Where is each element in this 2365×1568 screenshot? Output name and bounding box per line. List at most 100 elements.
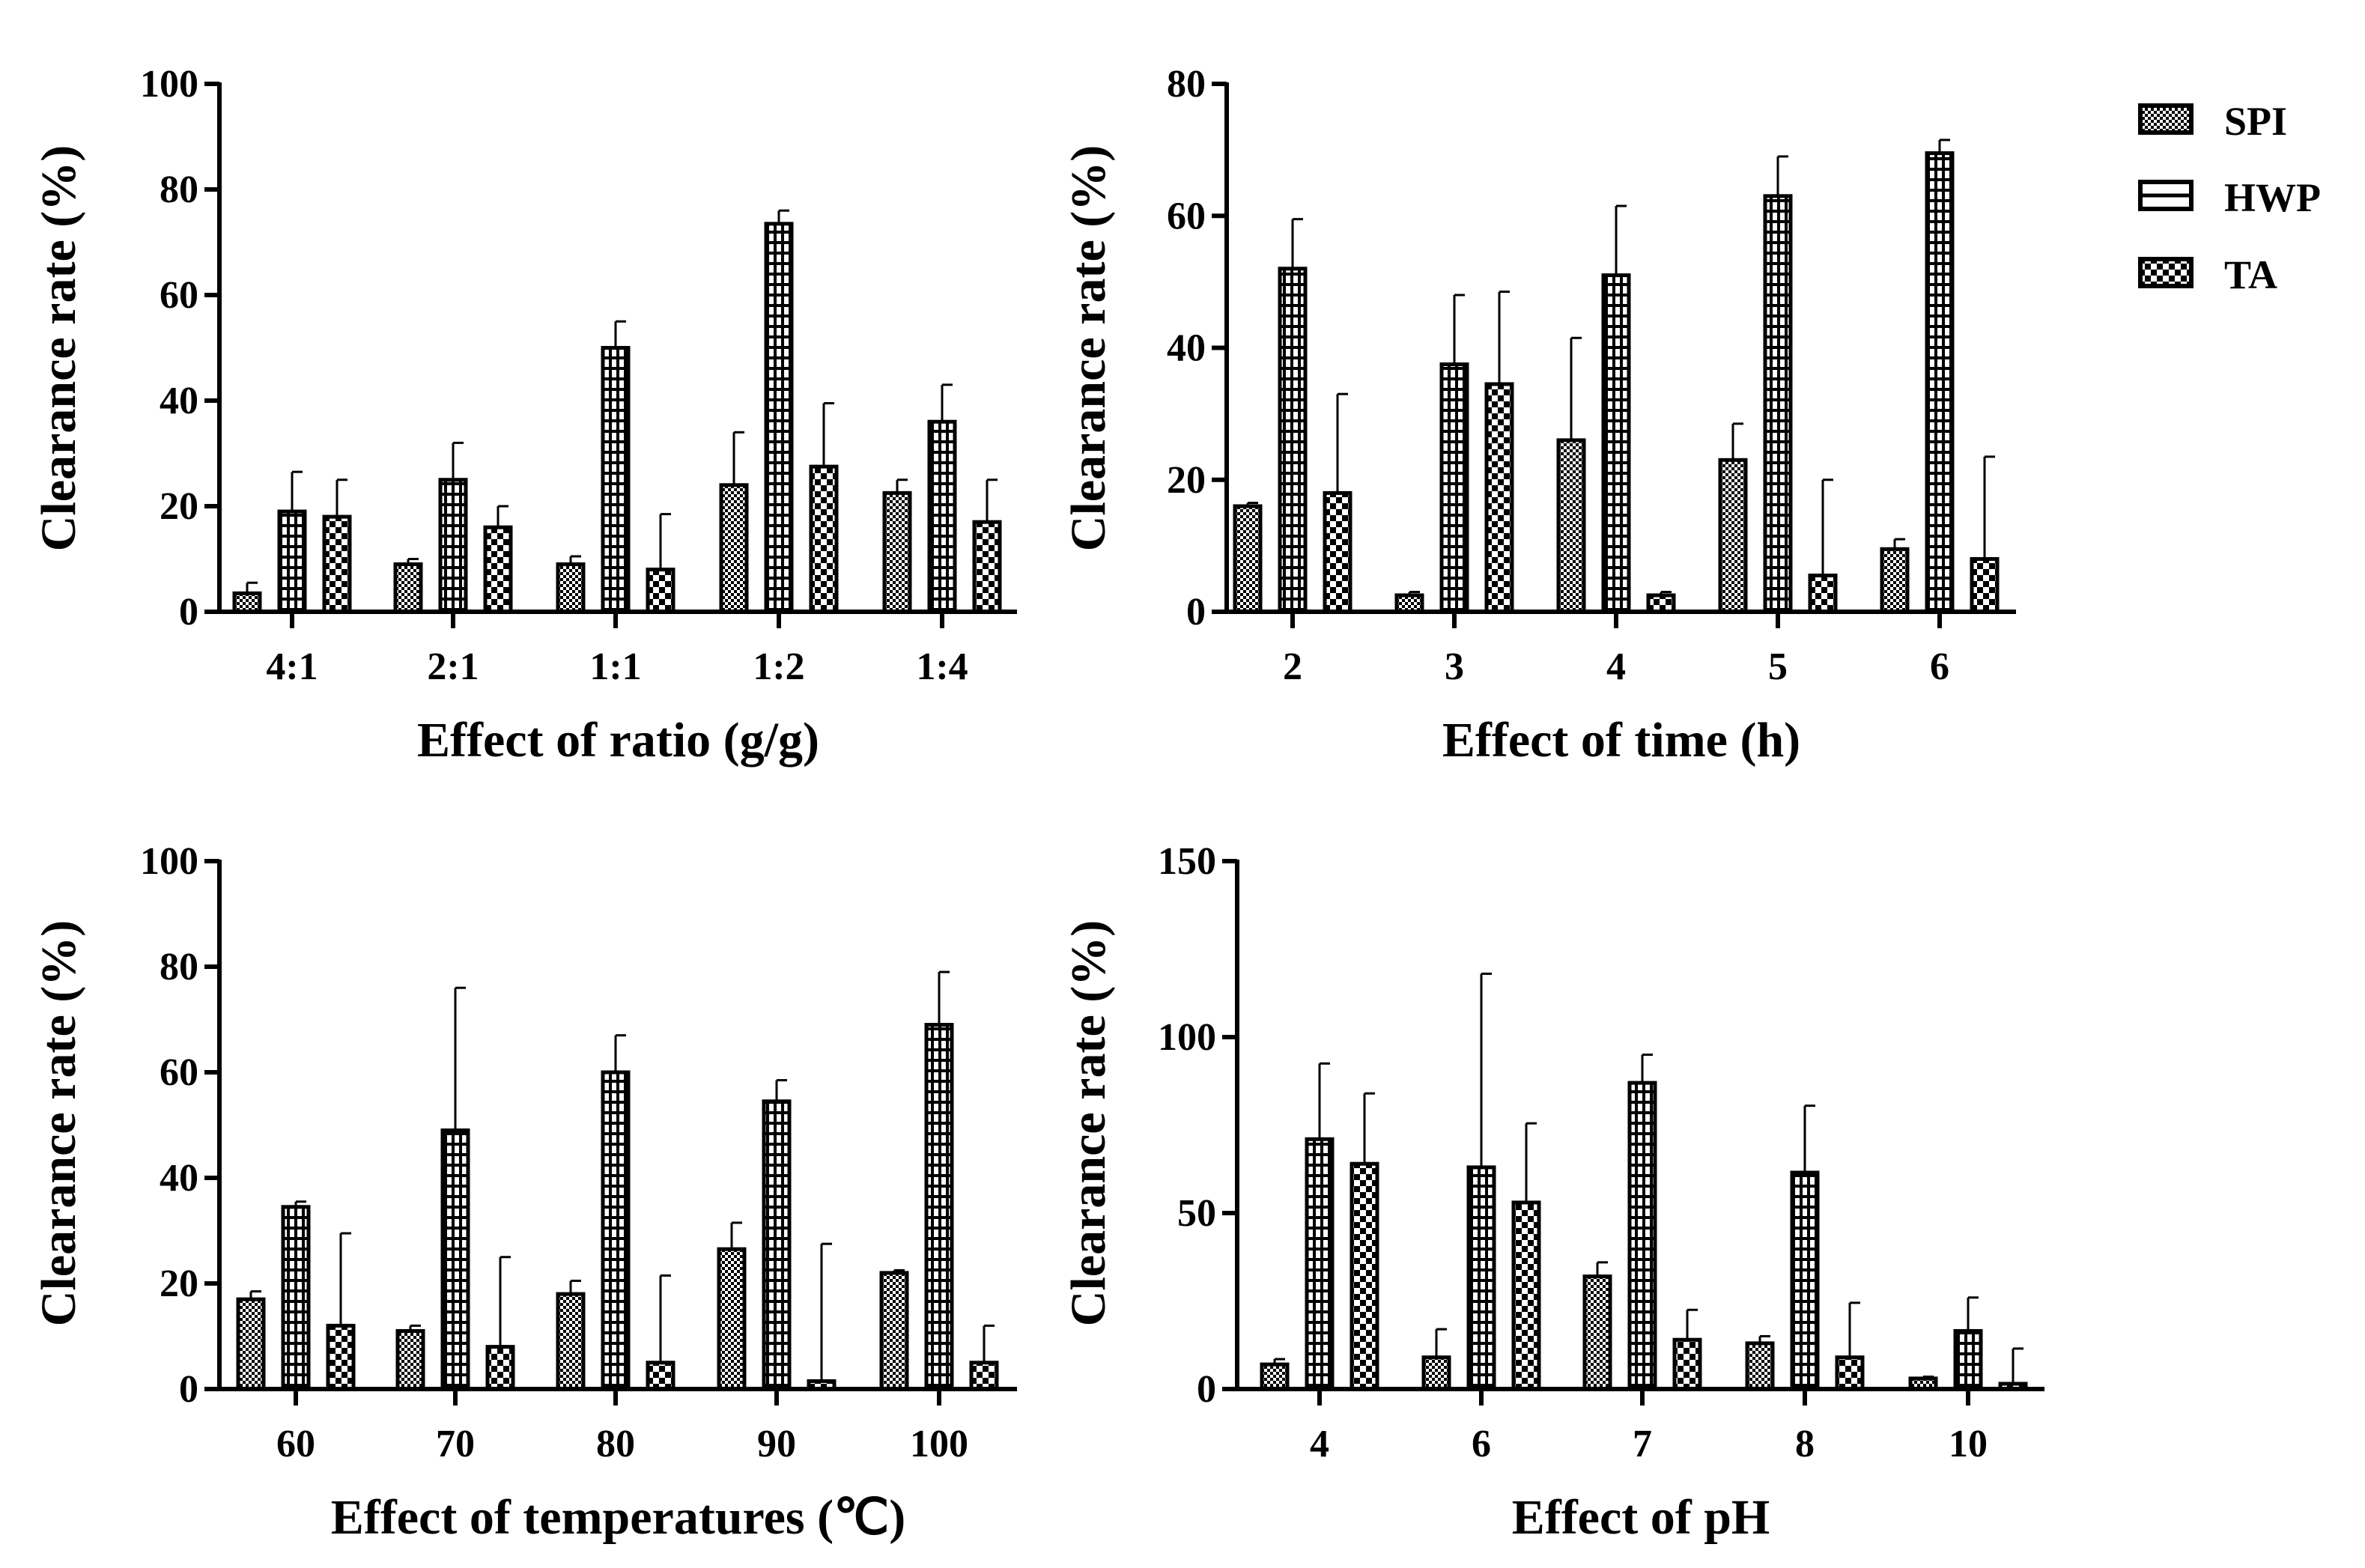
bar-ph-spi-4 [1260,1362,1290,1391]
x-tick-label-temperature-100: 100 [910,1423,968,1465]
bar-ph-ta-8 [1835,1355,1865,1391]
bar-time-spi-4 [1556,438,1586,614]
x-tick-label-ratio-4-1: 4:1 [266,645,318,688]
x-tick-label-ph-4: 4 [1310,1423,1329,1465]
x-axis-title-time: Effect of time (h) [1442,713,1800,768]
bar-ratio-ta-4-1 [322,514,352,614]
x-tick-label-time-6: 6 [1930,645,1949,688]
bar-ph-hwp-7 [1627,1081,1657,1391]
bar-ph-spi-6 [1421,1355,1451,1391]
y-tick-label-ratio-80: 80 [160,168,198,211]
x-axis-title-ph: Effect of pH [1512,1490,1770,1545]
bar-time-hwp-3 [1439,362,1469,614]
bar-time-hwp-6 [1925,151,1955,614]
y-tick-label-ph-0: 0 [1197,1368,1216,1411]
bar-temperature-hwp-80 [601,1070,631,1391]
y-axis-title-time: Clearance rate (%) [1061,145,1116,551]
bar-ph-hwp-6 [1466,1165,1496,1391]
x-tick-label-ph-10: 10 [1949,1423,1988,1465]
legend-entry-spi: SPI [2138,99,2287,144]
x-tick-label-temperature-60: 60 [276,1423,315,1465]
bar-temperature-ta-100 [969,1361,999,1391]
bar-ratio-hwp-1-4 [927,419,957,614]
x-tick-label-ratio-2-1: 2:1 [427,645,479,688]
y-tick-label-ratio-60: 60 [160,274,198,317]
bar-ratio-hwp-1-2 [764,222,794,614]
bar-temperature-spi-70 [395,1328,425,1391]
legend: SPI HWP TA [2138,99,2321,297]
legend-label-spi: SPI [2224,99,2287,144]
y-tick-label-ratio-0: 0 [179,591,198,633]
legend-label-hwp: HWP [2224,175,2321,220]
bar-ph-spi-7 [1582,1274,1612,1391]
legend-swatch-spi [2138,103,2194,135]
bar-ratio-hwp-2-1 [438,478,468,614]
y-tick-label-time-80: 80 [1167,63,1206,106]
x-tick-label-temperature-70: 70 [436,1423,475,1465]
bar-time-ta-6 [1970,557,2000,614]
bar-ratio-hwp-4-1 [277,509,307,614]
x-tick-label-time-2: 2 [1283,645,1302,688]
x-tick-label-time-3: 3 [1445,645,1464,688]
bar-temperature-spi-60 [236,1297,266,1391]
bar-temperature-hwp-60 [281,1205,311,1391]
bar-ph-hwp-10 [1953,1328,1983,1391]
y-tick-label-time-0: 0 [1186,591,1206,633]
bar-time-spi-3 [1394,593,1424,614]
legend-label-ta: TA [2224,252,2277,297]
legend-entry-ta: TA [2138,252,2277,297]
bar-ph-ta-6 [1511,1200,1541,1391]
x-tick-label-ratio-1-1: 1:1 [589,645,641,688]
bar-ratio-spi-1-2 [719,483,749,614]
panel-time: 0 20 40 60 80 2 3 4 5 6 Effect of time (h) Clearanc… [1061,63,2016,768]
x-tick-label-time-4: 4 [1606,645,1626,688]
bar-time-spi-5 [1718,458,1748,614]
x-tick-label-ratio-1-2: 1:2 [753,645,804,688]
bar-ratio-spi-4-1 [232,591,262,614]
bar-temperature-hwp-100 [924,1023,954,1391]
y-tick-label-ph-50: 50 [1177,1192,1216,1235]
x-tick-label-ph-7: 7 [1633,1423,1652,1465]
y-axis-title-ratio: Clearance rate (%) [31,145,86,551]
x-tick-label-ph-8: 8 [1795,1423,1815,1465]
y-tick-label-ratio-100: 100 [140,63,198,106]
legend-swatch-ta [2138,257,2194,288]
bar-temperature-ta-80 [646,1361,676,1391]
panel-ph: 0 50 100 150 4 6 7 8 10 Effect of pH Clearance rat… [1061,840,2044,1545]
bar-ratio-ta-2-1 [483,525,513,614]
y-tick-label-ph-100: 100 [1158,1016,1216,1059]
y-tick-label-temperature-20: 20 [160,1262,198,1305]
x-tick-label-ratio-1-4: 1:4 [916,645,968,688]
panel-ratio: 0 20 40 60 80 100 4:1 2:1 1:1 1:2 1:4 Effect of rat… [31,63,1017,768]
bar-ph-ta-7 [1672,1337,1702,1391]
y-tick-label-temperature-40: 40 [160,1157,198,1200]
x-tick-label-temperature-80: 80 [596,1423,635,1465]
bar-temperature-spi-100 [879,1271,909,1391]
x-tick-label-ph-6: 6 [1472,1423,1491,1465]
bar-temperature-hwp-70 [440,1128,470,1391]
bar-time-spi-6 [1880,547,1910,614]
bar-ratio-spi-2-1 [393,562,423,614]
y-tick-label-temperature-100: 100 [140,840,198,883]
bar-time-hwp-5 [1763,194,1793,614]
bar-time-ta-5 [1808,574,1838,614]
y-tick-label-time-60: 60 [1167,195,1206,237]
y-axis-title-ph: Clearance rate (%) [1061,920,1116,1326]
y-tick-label-temperature-80: 80 [160,946,198,988]
x-axis-title-ratio: Effect of ratio (g/g) [417,713,819,768]
y-tick-label-time-20: 20 [1167,459,1206,502]
y-tick-label-temperature-60: 60 [160,1051,198,1094]
bar-temperature-spi-80 [556,1292,586,1391]
y-tick-label-ratio-20: 20 [160,485,198,528]
y-tick-label-ph-150: 150 [1158,840,1216,883]
bar-ratio-spi-1-1 [556,562,586,614]
legend-entry-hwp: HWP [2138,175,2321,220]
bar-ratio-spi-1-4 [882,490,912,614]
bar-temperature-hwp-90 [762,1099,792,1391]
bar-temperature-spi-90 [717,1247,747,1391]
bar-ph-ta-4 [1350,1161,1379,1391]
bar-ph-hwp-8 [1790,1170,1820,1391]
y-tick-label-temperature-0: 0 [179,1368,198,1411]
